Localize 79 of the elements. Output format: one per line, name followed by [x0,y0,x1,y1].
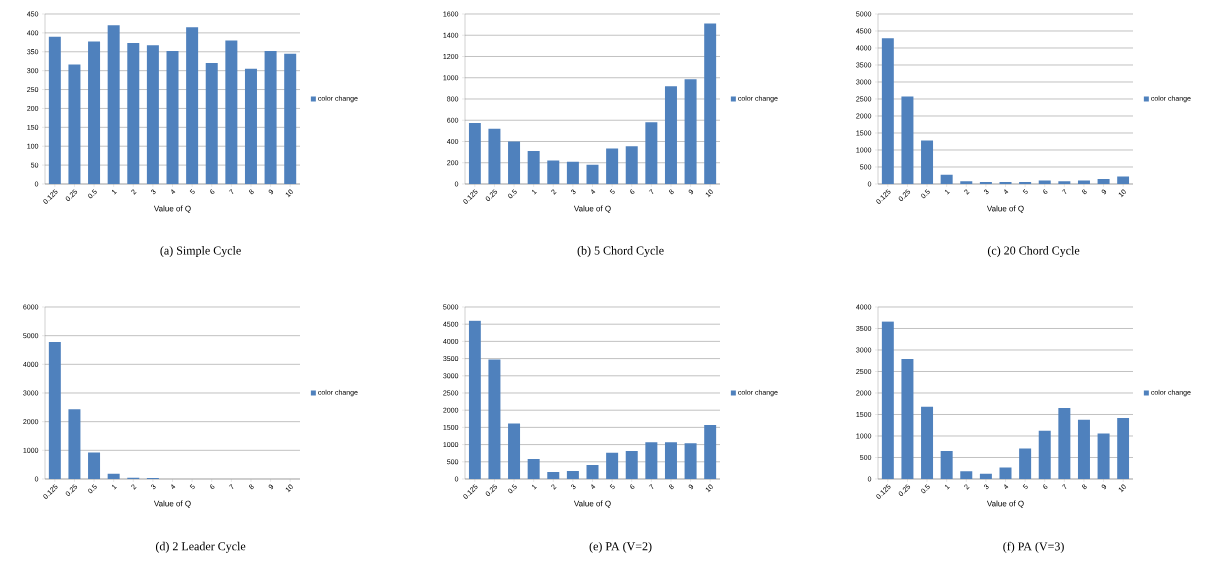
bar [1019,448,1032,479]
bar [547,472,560,479]
bar [940,174,953,184]
text: (b) 5 Chord Cycle [577,246,664,258]
bar [566,471,579,479]
bar [586,464,599,479]
bar [547,160,560,184]
bar [264,51,277,184]
x-axis-title: Value of Q [573,205,611,213]
bar [625,451,638,479]
bar [586,164,599,184]
x-axis-title: Value of Q [153,205,191,213]
bar [645,122,658,184]
bar [68,64,81,184]
bar [1019,181,1032,184]
bar [1097,433,1110,479]
text: (c) 20 Chord Cycle [987,246,1080,258]
x-axis-title: Value of Q [573,500,611,508]
bar [48,36,61,184]
bar [107,473,120,479]
bar [921,406,934,479]
bar [527,459,540,479]
x-axis-title: Value of Q [986,205,1024,213]
bar [960,181,973,184]
bar [68,409,81,479]
bar [979,473,992,479]
bar [881,38,894,184]
bar [645,442,658,479]
bar [284,53,297,184]
bar [606,452,619,479]
bar [684,443,697,479]
text: (a) Simple Cycle [160,246,241,258]
bar [664,86,677,184]
bar [88,452,101,479]
bar [127,43,140,184]
bar [205,63,218,184]
bar [527,151,540,184]
bar [999,181,1012,184]
bar [508,141,521,184]
bar [960,471,973,479]
text: (e) PA (V=2) [589,541,652,553]
bar [625,146,638,184]
bar [940,451,953,479]
bar [488,128,501,184]
bar [488,359,501,479]
bar [146,45,159,184]
bar [901,96,914,184]
bar [704,424,717,479]
bar [979,181,992,184]
bar [107,25,120,184]
bar [508,423,521,479]
bar [1117,176,1130,184]
bar [225,40,238,184]
bar [901,359,914,479]
bar [186,27,199,184]
text: (d) 2 Leader Cycle [155,541,246,553]
bar [1038,430,1051,479]
bar [881,321,894,479]
bar [468,122,481,184]
x-axis-title: Value of Q [153,500,191,508]
bar [244,68,257,184]
bar [704,23,717,184]
bar [1058,181,1071,184]
bar [566,161,579,184]
bar [48,341,61,479]
bar [664,442,677,479]
bar [1117,417,1130,479]
bar [999,467,1012,479]
bar [468,320,481,479]
bar [166,51,179,184]
text: (f) PA (V=3) [1003,541,1064,553]
x-axis-title: Value of Q [986,500,1024,508]
bar [684,79,697,184]
bar [1058,408,1071,479]
bar [1077,419,1090,479]
bar [921,140,934,184]
bar [1097,178,1110,184]
bar [88,41,101,184]
bar [606,148,619,184]
